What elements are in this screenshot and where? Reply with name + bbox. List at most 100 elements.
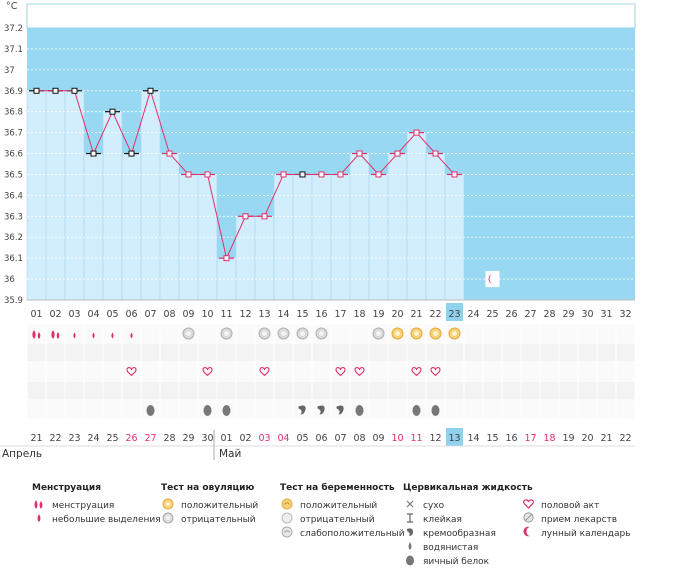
menstruation-drop-icon	[56, 332, 60, 339]
cycle-day-label: 22	[429, 309, 441, 320]
symbol-cell	[102, 399, 123, 420]
symbol-cell	[615, 342, 636, 363]
symbol-cell	[178, 380, 199, 401]
symbol-cell	[558, 323, 579, 344]
legend-item: отрицательный	[161, 512, 258, 527]
symbol-cell	[425, 342, 446, 363]
calendar-date-label: 04	[277, 433, 289, 444]
symbol-cell	[311, 342, 332, 363]
symbol-cell	[368, 361, 389, 382]
symbol-cell	[501, 361, 522, 382]
symbol-cell	[482, 323, 503, 344]
symbol-cell	[368, 380, 389, 401]
cycle-day-label: 06	[125, 309, 137, 320]
calendar-date-label: 28	[163, 433, 175, 444]
calendar-date-label: 23	[68, 433, 80, 444]
symbol-cell	[102, 380, 123, 401]
legend-item: яичный белок	[403, 555, 533, 569]
positive-test-center	[452, 331, 457, 336]
cycle-day-label: 07	[144, 309, 156, 320]
legend-label: половой акт	[541, 501, 600, 511]
spotting-drop-icon	[130, 332, 133, 339]
symbol-cell	[235, 361, 256, 382]
symbol-cell	[387, 361, 408, 382]
symbol-cell	[254, 342, 275, 363]
symbol-cell	[178, 342, 199, 363]
symbol-cell	[349, 380, 370, 401]
legend-label: отрицательный	[300, 515, 375, 525]
symbol-cell	[311, 361, 332, 382]
y-tick-label: 37	[4, 66, 15, 76]
cycle-day-label: 10	[201, 309, 213, 320]
legend-label: кремообразная	[423, 529, 496, 539]
legend-label: прием лекарств	[541, 515, 618, 525]
symbol-cell	[292, 361, 313, 382]
symbol-cell	[121, 399, 142, 420]
symbol-cell	[615, 361, 636, 382]
egg-white-icon	[222, 405, 231, 416]
calendar-date-label: 16	[505, 433, 517, 444]
symbol-cell	[45, 399, 66, 420]
y-tick-label: 36	[4, 275, 15, 285]
calendar-date-label: 18	[543, 433, 555, 444]
symbol-cell	[349, 323, 370, 344]
legend-title: Тест на беременность	[280, 483, 395, 493]
symbol-cell	[121, 380, 142, 401]
symbol-cell	[197, 323, 218, 344]
symbol-cell	[197, 361, 218, 382]
symbol-gutter	[0, 324, 27, 419]
legend-label: менструация	[52, 501, 115, 511]
cycle-day-label: 17	[334, 309, 346, 320]
heart-icon	[335, 366, 346, 377]
creamy-icon	[298, 405, 306, 415]
legend-item: клейкая	[403, 512, 533, 527]
temperature-point	[451, 171, 458, 178]
negative-test-center	[281, 331, 286, 336]
symbol-cell	[539, 323, 560, 344]
symbol-cell	[520, 380, 541, 401]
calendar-date-label: 06	[315, 433, 327, 444]
moon-icon	[521, 526, 535, 542]
symbol-cell	[615, 323, 636, 344]
cycle-day-label: 09	[182, 309, 194, 320]
legend-item: водянистая	[403, 541, 533, 555]
symbol-cell	[539, 361, 560, 382]
symbol-cell	[140, 323, 161, 344]
calendar-date-label: 25	[106, 433, 118, 444]
legend-item: слабоположительный	[280, 526, 405, 541]
symbol-cell	[539, 399, 560, 420]
symbol-cell	[159, 380, 180, 401]
symbol-cell	[159, 361, 180, 382]
temperature-bar	[425, 153, 446, 301]
symbol-cell	[197, 380, 218, 401]
cycle-day-label: 25	[486, 309, 498, 320]
symbol-cell	[539, 342, 560, 363]
cycle-day-label: 05	[106, 309, 118, 320]
symbol-cell	[558, 380, 579, 401]
temperature-point	[413, 129, 420, 136]
symbol-cell	[273, 342, 294, 363]
y-tick-label: 36.1	[4, 254, 23, 264]
creamy-icon	[336, 405, 344, 415]
symbol-cell	[83, 342, 104, 363]
y-tick-label: 35.9	[4, 296, 23, 306]
legend-item: положительный	[280, 498, 405, 513]
symbol-cell	[539, 380, 560, 401]
calendar-date-label: 02	[239, 433, 251, 444]
symbol-cell	[463, 323, 484, 344]
calendar-date-label: 09	[372, 433, 384, 444]
legend-label: отрицательный	[181, 515, 256, 525]
creamy-icon	[403, 527, 417, 542]
cycle-day-label: 28	[543, 309, 555, 320]
calendar-date-label: 10	[391, 433, 403, 444]
symbol-cell	[330, 361, 351, 382]
negative-test-center	[376, 331, 381, 336]
heart-icon	[202, 366, 213, 377]
symbol-cell	[273, 380, 294, 401]
temperature-point	[166, 150, 173, 157]
legend-label: небольшие выделения	[52, 515, 161, 525]
symbol-cell	[235, 399, 256, 420]
symbol-cell	[45, 380, 66, 401]
symbol-cell	[64, 380, 85, 401]
menstruation-drop-icon	[32, 498, 46, 515]
